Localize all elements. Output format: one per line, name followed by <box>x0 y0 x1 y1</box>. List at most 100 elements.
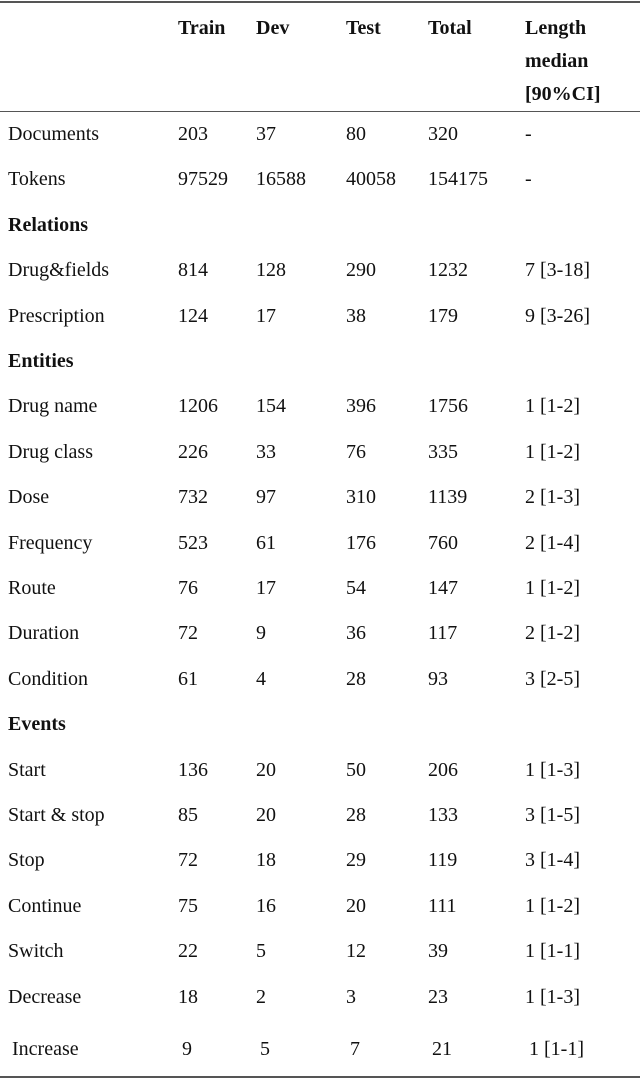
row-label: Tokens <box>8 168 66 191</box>
cell-value: 7 <box>350 1038 360 1060</box>
row-label: Start & stop <box>8 804 105 826</box>
row-label: Condition <box>8 667 89 690</box>
section-heading: Events <box>8 713 66 736</box>
cell-value: 133 <box>428 804 458 826</box>
cell-value: 38 <box>346 304 366 327</box>
cell-value: 20 <box>256 758 276 781</box>
cell-value: 17 <box>256 577 276 599</box>
cell-value: 203 <box>178 123 208 145</box>
cell-value: 40058 <box>346 168 396 191</box>
cell-value: 97 <box>256 486 276 509</box>
cell-value: 2 [1-4] <box>525 531 580 554</box>
cell-value: 335 <box>428 440 458 463</box>
cell-value: 85 <box>178 804 198 826</box>
row-label: Start <box>8 758 46 781</box>
cell-value: 28 <box>346 804 366 826</box>
cell-value: 61 <box>256 531 276 554</box>
cell-value: 9 <box>256 622 266 645</box>
bottom-rule <box>0 1076 640 1078</box>
cell-value: 2 [1-2] <box>525 622 580 645</box>
cell-value: 226 <box>178 440 208 463</box>
cell-value: 3 [2-5] <box>525 667 580 690</box>
cell-value: 75 <box>178 894 198 917</box>
cell-value: 54 <box>346 577 366 599</box>
row-label: Increase <box>12 1038 79 1060</box>
cell-value: 16 <box>256 894 276 917</box>
cell-value: 320 <box>428 123 458 145</box>
cell-value: 1232 <box>428 259 468 282</box>
column-header: Length median [90%CI] <box>525 17 601 105</box>
row-label: Route <box>8 577 56 599</box>
cell-value: 33 <box>256 440 276 463</box>
row-label: Decrease <box>8 985 82 1008</box>
column-header: Test <box>346 17 381 39</box>
cell-value: 1 [1-2] <box>525 894 580 917</box>
cell-value: 21 <box>432 1038 452 1060</box>
cell-value: 17 <box>256 304 276 327</box>
cell-value: 147 <box>428 577 458 599</box>
cell-value: 2 <box>256 985 266 1008</box>
cell-value: 732 <box>178 486 208 509</box>
cell-value: 3 [1-4] <box>525 849 580 872</box>
header-rule <box>0 111 640 112</box>
cell-value: 1206 <box>178 395 218 418</box>
row-label: Drug name <box>8 395 98 418</box>
cell-value: 396 <box>346 395 376 418</box>
cell-value: 523 <box>178 531 208 554</box>
cell-value: 20 <box>256 804 276 826</box>
cell-value: 23 <box>428 985 448 1008</box>
row-label: Dose <box>8 486 50 509</box>
cell-value: 36 <box>346 622 366 645</box>
cell-value: 176 <box>346 531 376 554</box>
cell-value: 16588 <box>256 168 306 191</box>
cell-value: 1 [1-2] <box>525 395 580 418</box>
row-label: Documents <box>8 123 100 145</box>
cell-value: 3 <box>346 985 356 1008</box>
cell-value: 72 <box>178 849 198 872</box>
row-label: Stop <box>8 849 45 872</box>
row-label: Prescription <box>8 304 105 327</box>
cell-value: 28 <box>346 667 366 690</box>
cell-value: 1139 <box>428 486 468 509</box>
cell-value: 154 <box>256 395 286 418</box>
cell-value: 93 <box>428 667 448 690</box>
cell-value: 5 <box>260 1038 270 1060</box>
cell-value: 1 [1-1] <box>525 940 580 963</box>
cell-value: 1 [1-3] <box>525 758 580 781</box>
cell-value: - <box>525 168 532 191</box>
cell-value: 290 <box>346 259 376 282</box>
cell-value: 9 [3-26] <box>525 304 590 327</box>
cell-value: 20 <box>346 894 366 917</box>
cell-value: 37 <box>256 123 276 145</box>
row-label: Continue <box>8 894 82 917</box>
cell-value: 1 [1-3] <box>525 985 580 1008</box>
cell-value: 7 [3-18] <box>525 259 590 282</box>
row-label: Frequency <box>8 531 93 554</box>
cell-value: 18 <box>256 849 276 872</box>
cell-value: 136 <box>178 758 208 781</box>
cell-value: 29 <box>346 849 366 872</box>
cell-value: - <box>525 123 532 145</box>
section-heading: Relations <box>8 213 88 236</box>
cell-value: 3 [1-5] <box>525 804 580 826</box>
cell-value: 1 [1-2] <box>525 440 580 463</box>
cell-value: 39 <box>428 940 448 963</box>
cell-value: 119 <box>428 849 458 872</box>
cell-value: 814 <box>178 259 208 282</box>
cell-value: 179 <box>428 304 458 327</box>
row-label: Switch <box>8 940 64 963</box>
cell-value: 9 <box>182 1038 192 1060</box>
cell-value: 22 <box>178 940 198 963</box>
cell-value: 1756 <box>428 395 468 418</box>
cell-value: 5 <box>256 940 266 963</box>
cell-value: 18 <box>178 985 198 1008</box>
row-label: Drug&fields <box>8 259 110 282</box>
cell-value: 1 [1-1] <box>529 1038 584 1060</box>
column-header: Total <box>428 17 472 39</box>
cell-value: 76 <box>178 577 198 599</box>
section-heading: Entities <box>8 350 74 372</box>
cell-value: 4 <box>256 667 266 690</box>
cell-value: 310 <box>346 486 376 509</box>
cell-value: 111 <box>428 894 457 917</box>
